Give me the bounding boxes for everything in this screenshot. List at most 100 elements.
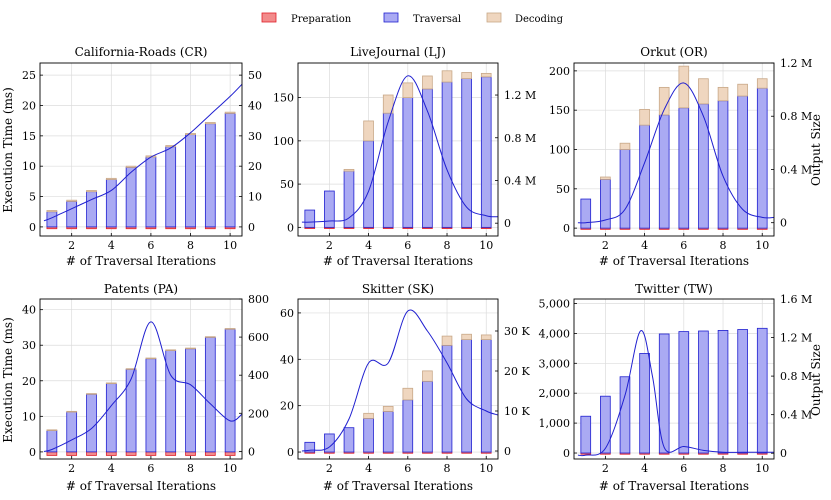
bar-decoding <box>756 78 768 89</box>
y2-tick-label: 0.8 M <box>504 132 536 145</box>
bar-traversal <box>382 411 394 453</box>
legend-swatch-decoding <box>486 12 502 23</box>
bar-preparation <box>125 451 137 456</box>
y2-tick-label: 0 <box>248 221 255 234</box>
x-tick-label: 4 <box>108 462 115 475</box>
y-tick-label: 3,000 <box>539 357 571 370</box>
output-size-line <box>577 82 775 224</box>
bar-decoding <box>105 382 117 385</box>
x-tick-label: 2 <box>68 462 75 475</box>
bar-traversal <box>343 427 355 453</box>
bar-decoding <box>46 429 58 431</box>
plot-frame <box>573 298 775 460</box>
x-axis-label: # of Traversal Iterations <box>599 479 749 493</box>
y2-tick-label: 0 <box>248 445 255 458</box>
bar-traversal <box>304 441 316 453</box>
bar-traversal <box>737 329 748 454</box>
bar-traversal <box>480 339 492 453</box>
bar-traversal <box>66 200 78 228</box>
y-tick-label: 4,000 <box>539 327 571 340</box>
y-tick-label: 15 <box>22 130 36 143</box>
y-tick-label: 10 <box>22 160 36 173</box>
bar-decoding <box>737 83 748 97</box>
legend-label-traversal: Traversal <box>413 14 461 25</box>
chart-title: Orkut (OR) <box>640 45 707 59</box>
x-axis-label: # of Traversal Iterations <box>66 479 216 493</box>
bar-traversal <box>145 358 157 453</box>
bar-decoding <box>86 190 97 193</box>
bar-traversal <box>363 418 374 453</box>
legend: Preparation Traversal Decoding <box>261 12 564 25</box>
bar-traversal <box>441 344 453 453</box>
bar-decoding <box>204 122 216 125</box>
bar-traversal <box>737 95 748 229</box>
bar-decoding <box>480 334 492 340</box>
bar-decoding <box>382 405 394 412</box>
y-tick-label: 30 <box>22 339 36 352</box>
bar-decoding <box>363 120 374 142</box>
bar-traversal <box>86 393 97 453</box>
bar-decoding <box>204 336 216 338</box>
bar-preparation <box>204 451 216 456</box>
bar-preparation <box>145 451 157 456</box>
legend-label-preparation: Preparation <box>291 14 352 25</box>
y-tick-label: 2,000 <box>539 387 571 400</box>
x-tick-label: 8 <box>444 239 451 252</box>
x-tick-label: 8 <box>187 462 194 475</box>
y2-tick-label: 20 <box>248 160 262 173</box>
y-tick-label: 0 <box>287 446 294 459</box>
bar-decoding <box>402 82 414 98</box>
y2-axis-label: Output Size <box>809 114 823 186</box>
bar-traversal <box>66 411 78 453</box>
bar-decoding <box>165 349 177 351</box>
y2-tick-label: 0 <box>504 445 511 458</box>
legend-swatch-preparation <box>261 12 277 23</box>
y-tick-label: 40 <box>280 353 294 366</box>
bar-traversal <box>580 198 592 229</box>
x-tick-label: 6 <box>680 462 687 475</box>
bar-decoding <box>600 176 611 180</box>
y-tick-label: 0 <box>287 221 294 234</box>
y-tick-label: 10 <box>22 410 36 423</box>
bar-traversal <box>224 328 236 453</box>
x-tick-label: 6 <box>404 462 411 475</box>
legend-swatch-traversal <box>383 12 399 23</box>
output-size-line <box>43 321 243 452</box>
y-tick-label: 25 <box>22 69 36 82</box>
bar-traversal <box>105 383 117 453</box>
y2-tick-label: 600 <box>248 331 269 344</box>
bar-traversal <box>441 81 453 228</box>
bar-decoding <box>717 86 729 102</box>
legend-label-decoding: Decoding <box>515 14 564 25</box>
chart-panel-5: 2 4 6 8 10 0 20 40 60 0 10 K 20 K 30 K Skitter (SK) # … <box>280 282 530 493</box>
output-size-line <box>301 309 499 452</box>
bar-traversal <box>224 112 236 228</box>
bar-decoding <box>86 393 97 395</box>
bar-preparation <box>185 451 196 456</box>
bar-traversal <box>304 209 316 228</box>
bar-decoding <box>66 410 78 413</box>
y-tick-label: 20 <box>22 375 36 388</box>
output-size-line <box>577 330 774 457</box>
y2-tick-label: 400 <box>248 369 269 382</box>
x-tick-label: 8 <box>187 239 194 252</box>
y-tick-label: 50 <box>556 183 570 196</box>
x-tick-label: 6 <box>680 239 687 252</box>
bar-decoding <box>422 370 433 382</box>
bar-traversal <box>204 336 216 453</box>
bar-traversal <box>382 112 394 228</box>
x-axis-label: # of Traversal Iterations <box>66 254 216 268</box>
bar-decoding <box>461 333 472 340</box>
bar-traversal <box>619 376 631 454</box>
y-tick-label: 5,000 <box>539 297 571 310</box>
bar-traversal <box>698 330 709 454</box>
bar-traversal <box>324 190 335 228</box>
y2-tick-label: 1.6 M <box>780 293 812 306</box>
y-tick-label: 5 <box>29 191 36 204</box>
x-tick-label: 2 <box>602 462 609 475</box>
bar-traversal <box>756 327 768 454</box>
bar-decoding <box>125 165 137 168</box>
y2-tick-label: 1.2 M <box>780 57 812 70</box>
bar-traversal <box>185 134 196 228</box>
